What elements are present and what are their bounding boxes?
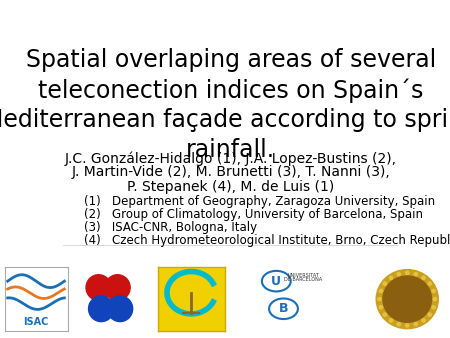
Circle shape <box>433 297 436 301</box>
Circle shape <box>389 319 393 322</box>
Circle shape <box>397 272 400 276</box>
Circle shape <box>108 296 133 322</box>
Circle shape <box>86 275 111 300</box>
Circle shape <box>389 276 393 280</box>
Text: Spatial overlaping areas of several
teleconection indices on Spain´s
Mediterrane: Spatial overlaping areas of several tele… <box>0 48 450 162</box>
Text: (4)   Czech Hydrometeorological Institute, Brno, Czech Republic: (4) Czech Hydrometeorological Institute,… <box>84 235 450 247</box>
Circle shape <box>379 306 382 309</box>
Circle shape <box>432 289 435 293</box>
Circle shape <box>414 322 418 326</box>
Circle shape <box>422 319 425 322</box>
Text: DE BARCELONA: DE BARCELONA <box>284 277 322 282</box>
Circle shape <box>105 275 130 300</box>
Circle shape <box>383 282 387 285</box>
Text: (2)   Group of Climatology, University of Barcelona, Spain: (2) Group of Climatology, University of … <box>84 209 423 221</box>
Circle shape <box>405 324 409 327</box>
Circle shape <box>414 272 418 276</box>
Circle shape <box>383 276 432 322</box>
Circle shape <box>397 322 400 326</box>
Text: J.C. González-Hidalgo (1), J.A. Lopez-Bustins (2),: J.C. González-Hidalgo (1), J.A. Lopez-Bu… <box>65 151 396 166</box>
Circle shape <box>89 296 114 322</box>
Text: U: U <box>271 275 281 288</box>
Circle shape <box>379 289 382 293</box>
Text: P. Stepanek (4), M. de Luis (1): P. Stepanek (4), M. de Luis (1) <box>127 180 334 194</box>
Circle shape <box>376 270 438 329</box>
Text: J. Martin-Vide (2), M. Brunetti (3), T. Nanni (3),: J. Martin-Vide (2), M. Brunetti (3), T. … <box>71 166 390 179</box>
Circle shape <box>428 313 432 316</box>
Circle shape <box>383 313 387 316</box>
Text: (1)   Department of Geography, Zaragoza University, Spain: (1) Department of Geography, Zaragoza Un… <box>84 195 435 209</box>
Circle shape <box>378 297 381 301</box>
Circle shape <box>405 271 409 274</box>
Circle shape <box>422 276 425 280</box>
Circle shape <box>432 306 435 309</box>
Circle shape <box>428 282 432 285</box>
Text: (3)   ISAC-CNR, Bologna, Italy: (3) ISAC-CNR, Bologna, Italy <box>84 221 257 235</box>
Text: B: B <box>279 302 288 315</box>
Text: ISAC: ISAC <box>23 317 49 327</box>
Text: UNIVERSITAT: UNIVERSITAT <box>288 273 319 277</box>
